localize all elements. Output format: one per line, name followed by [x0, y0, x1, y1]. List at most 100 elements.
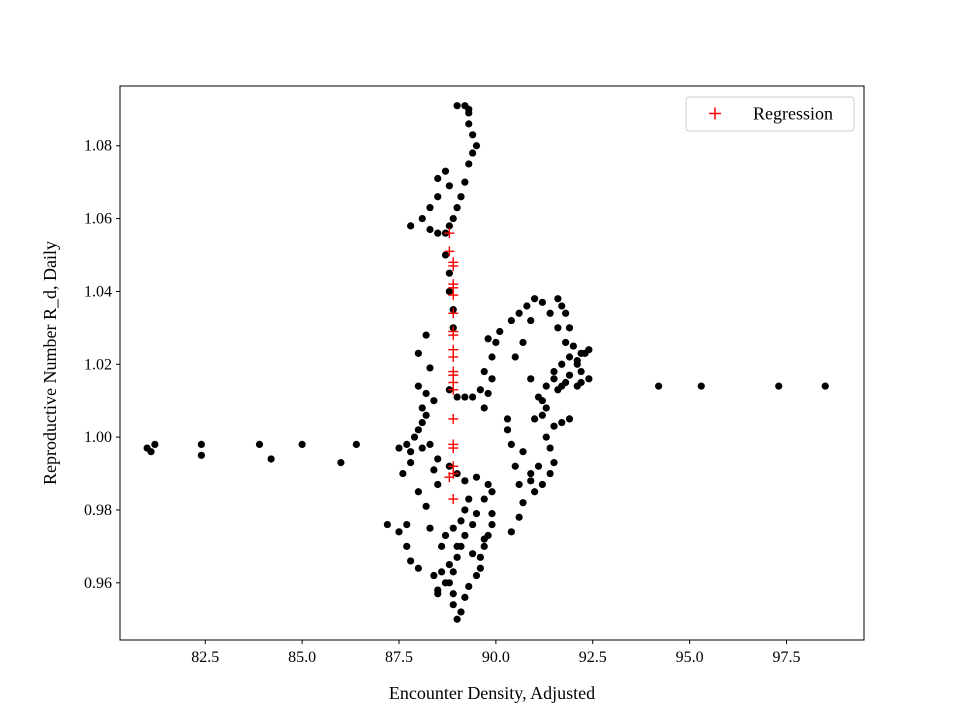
data-point	[445, 222, 453, 230]
data-point	[519, 448, 527, 456]
data-point	[383, 520, 391, 529]
data-point	[449, 568, 457, 576]
data-point	[414, 382, 422, 390]
data-point	[558, 302, 566, 310]
data-point	[821, 382, 829, 390]
y-tick-label: 1.00	[84, 429, 112, 446]
data-point	[562, 309, 570, 317]
data-point	[426, 440, 434, 449]
data-point	[418, 418, 426, 427]
data-point	[434, 480, 442, 489]
data-point	[434, 590, 442, 598]
x-axis: 82.5 85.0 87.5 90.0 92.5 95.0 97.5	[191, 640, 801, 666]
data-point	[585, 375, 593, 383]
data-point	[453, 102, 461, 110]
data-point	[538, 480, 546, 489]
data-point	[519, 499, 527, 507]
regression-point	[448, 384, 459, 395]
data-point	[531, 295, 539, 303]
data-point	[430, 466, 438, 474]
data-point	[538, 411, 546, 419]
data-point	[457, 542, 465, 550]
data-point	[565, 353, 574, 361]
data-point	[554, 295, 562, 303]
data-point	[531, 415, 539, 423]
data-point	[484, 480, 492, 489]
data-point	[480, 495, 488, 503]
data-point	[469, 550, 477, 558]
data-point	[480, 542, 488, 550]
data-point	[465, 582, 473, 591]
data-point	[554, 386, 562, 394]
y-tick-label: 0.98	[84, 502, 112, 519]
data-point	[476, 564, 484, 572]
regression-point	[448, 260, 459, 271]
data-point	[515, 309, 523, 317]
regression-point	[448, 351, 459, 362]
data-point	[472, 571, 481, 580]
data-point	[697, 382, 705, 390]
data-point	[554, 324, 562, 332]
data-point	[546, 444, 554, 452]
data-point	[507, 316, 515, 325]
y-tick-label: 1.06	[84, 211, 112, 228]
data-point	[519, 338, 527, 347]
x-axis-title: Encounter Density, Adjusted	[389, 683, 595, 703]
data-point	[399, 469, 407, 478]
data-point	[465, 495, 473, 503]
data-point	[465, 120, 473, 128]
data-point	[422, 502, 430, 510]
plot-area	[120, 86, 864, 640]
data-point	[469, 149, 477, 157]
data-point	[395, 444, 403, 452]
x-tick-label: 90.0	[482, 649, 510, 666]
data-point	[542, 404, 550, 412]
data-point	[461, 393, 469, 401]
data-point	[476, 553, 484, 561]
data-point	[445, 287, 453, 296]
data-point	[472, 510, 481, 518]
data-point	[461, 593, 469, 601]
data-point	[546, 309, 554, 317]
data-point	[565, 415, 574, 423]
data-point	[418, 404, 426, 412]
data-point	[422, 389, 430, 398]
data-point	[445, 269, 453, 277]
data-point	[449, 214, 457, 223]
data-point	[457, 517, 465, 525]
data-point	[434, 455, 442, 463]
data-point	[395, 528, 403, 536]
data-point	[507, 440, 515, 449]
data-point	[550, 422, 558, 430]
data-point	[430, 397, 438, 405]
data-point	[426, 364, 434, 372]
data-point	[527, 375, 535, 383]
data-point	[527, 469, 535, 478]
data-point	[562, 338, 570, 347]
data-point	[438, 568, 446, 576]
data-point	[449, 601, 457, 609]
regression-point	[448, 290, 459, 301]
data-point	[488, 488, 496, 496]
data-point	[414, 564, 422, 572]
data-point	[577, 367, 585, 376]
data-point	[410, 433, 419, 441]
data-point	[453, 615, 461, 623]
regression-point	[444, 472, 455, 483]
data-point	[550, 375, 558, 383]
data-point	[573, 360, 581, 368]
data-point	[511, 353, 519, 361]
regression-point	[444, 228, 455, 239]
data-point	[469, 520, 477, 529]
data-point	[469, 131, 477, 139]
data-point	[414, 426, 422, 434]
legend: Regression	[685, 96, 855, 132]
data-point	[441, 167, 450, 175]
data-point	[550, 367, 558, 376]
data-point	[480, 404, 488, 412]
data-point	[434, 174, 442, 183]
x-tick-label: 82.5	[191, 649, 219, 666]
data-point	[488, 510, 496, 518]
data-point	[565, 324, 574, 332]
data-point	[472, 473, 481, 481]
